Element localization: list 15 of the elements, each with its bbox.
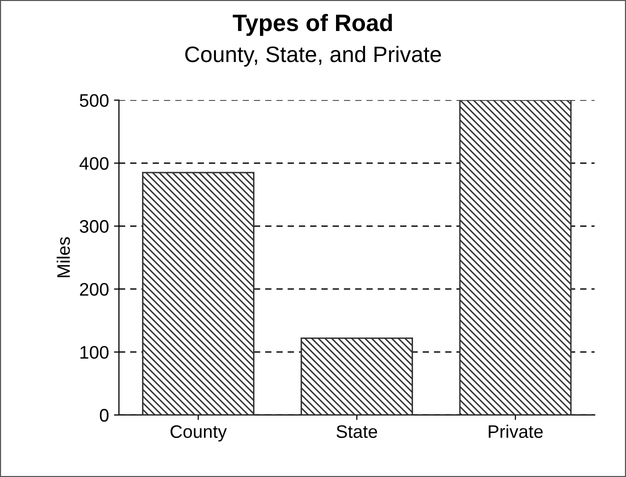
y-tick-label: 500 bbox=[80, 94, 109, 107]
bar bbox=[300, 337, 414, 415]
y-tick-label: 0 bbox=[100, 408, 109, 422]
y-tick-label: 200 bbox=[80, 282, 109, 296]
bar bbox=[459, 100, 572, 415]
x-tick-label: County bbox=[170, 425, 227, 442]
y-tick-label: 100 bbox=[80, 346, 109, 359]
bar bbox=[142, 172, 254, 415]
y-tick-label: 400 bbox=[80, 157, 109, 170]
chart-subtitle: County, State, and Private bbox=[185, 46, 441, 67]
y-axis-title: Miles bbox=[56, 237, 70, 278]
y-tick-label: 300 bbox=[80, 220, 109, 233]
chart-title: Types of Road bbox=[232, 14, 392, 36]
x-tick-label: State bbox=[336, 425, 378, 438]
x-tick-label: Private bbox=[488, 424, 543, 438]
